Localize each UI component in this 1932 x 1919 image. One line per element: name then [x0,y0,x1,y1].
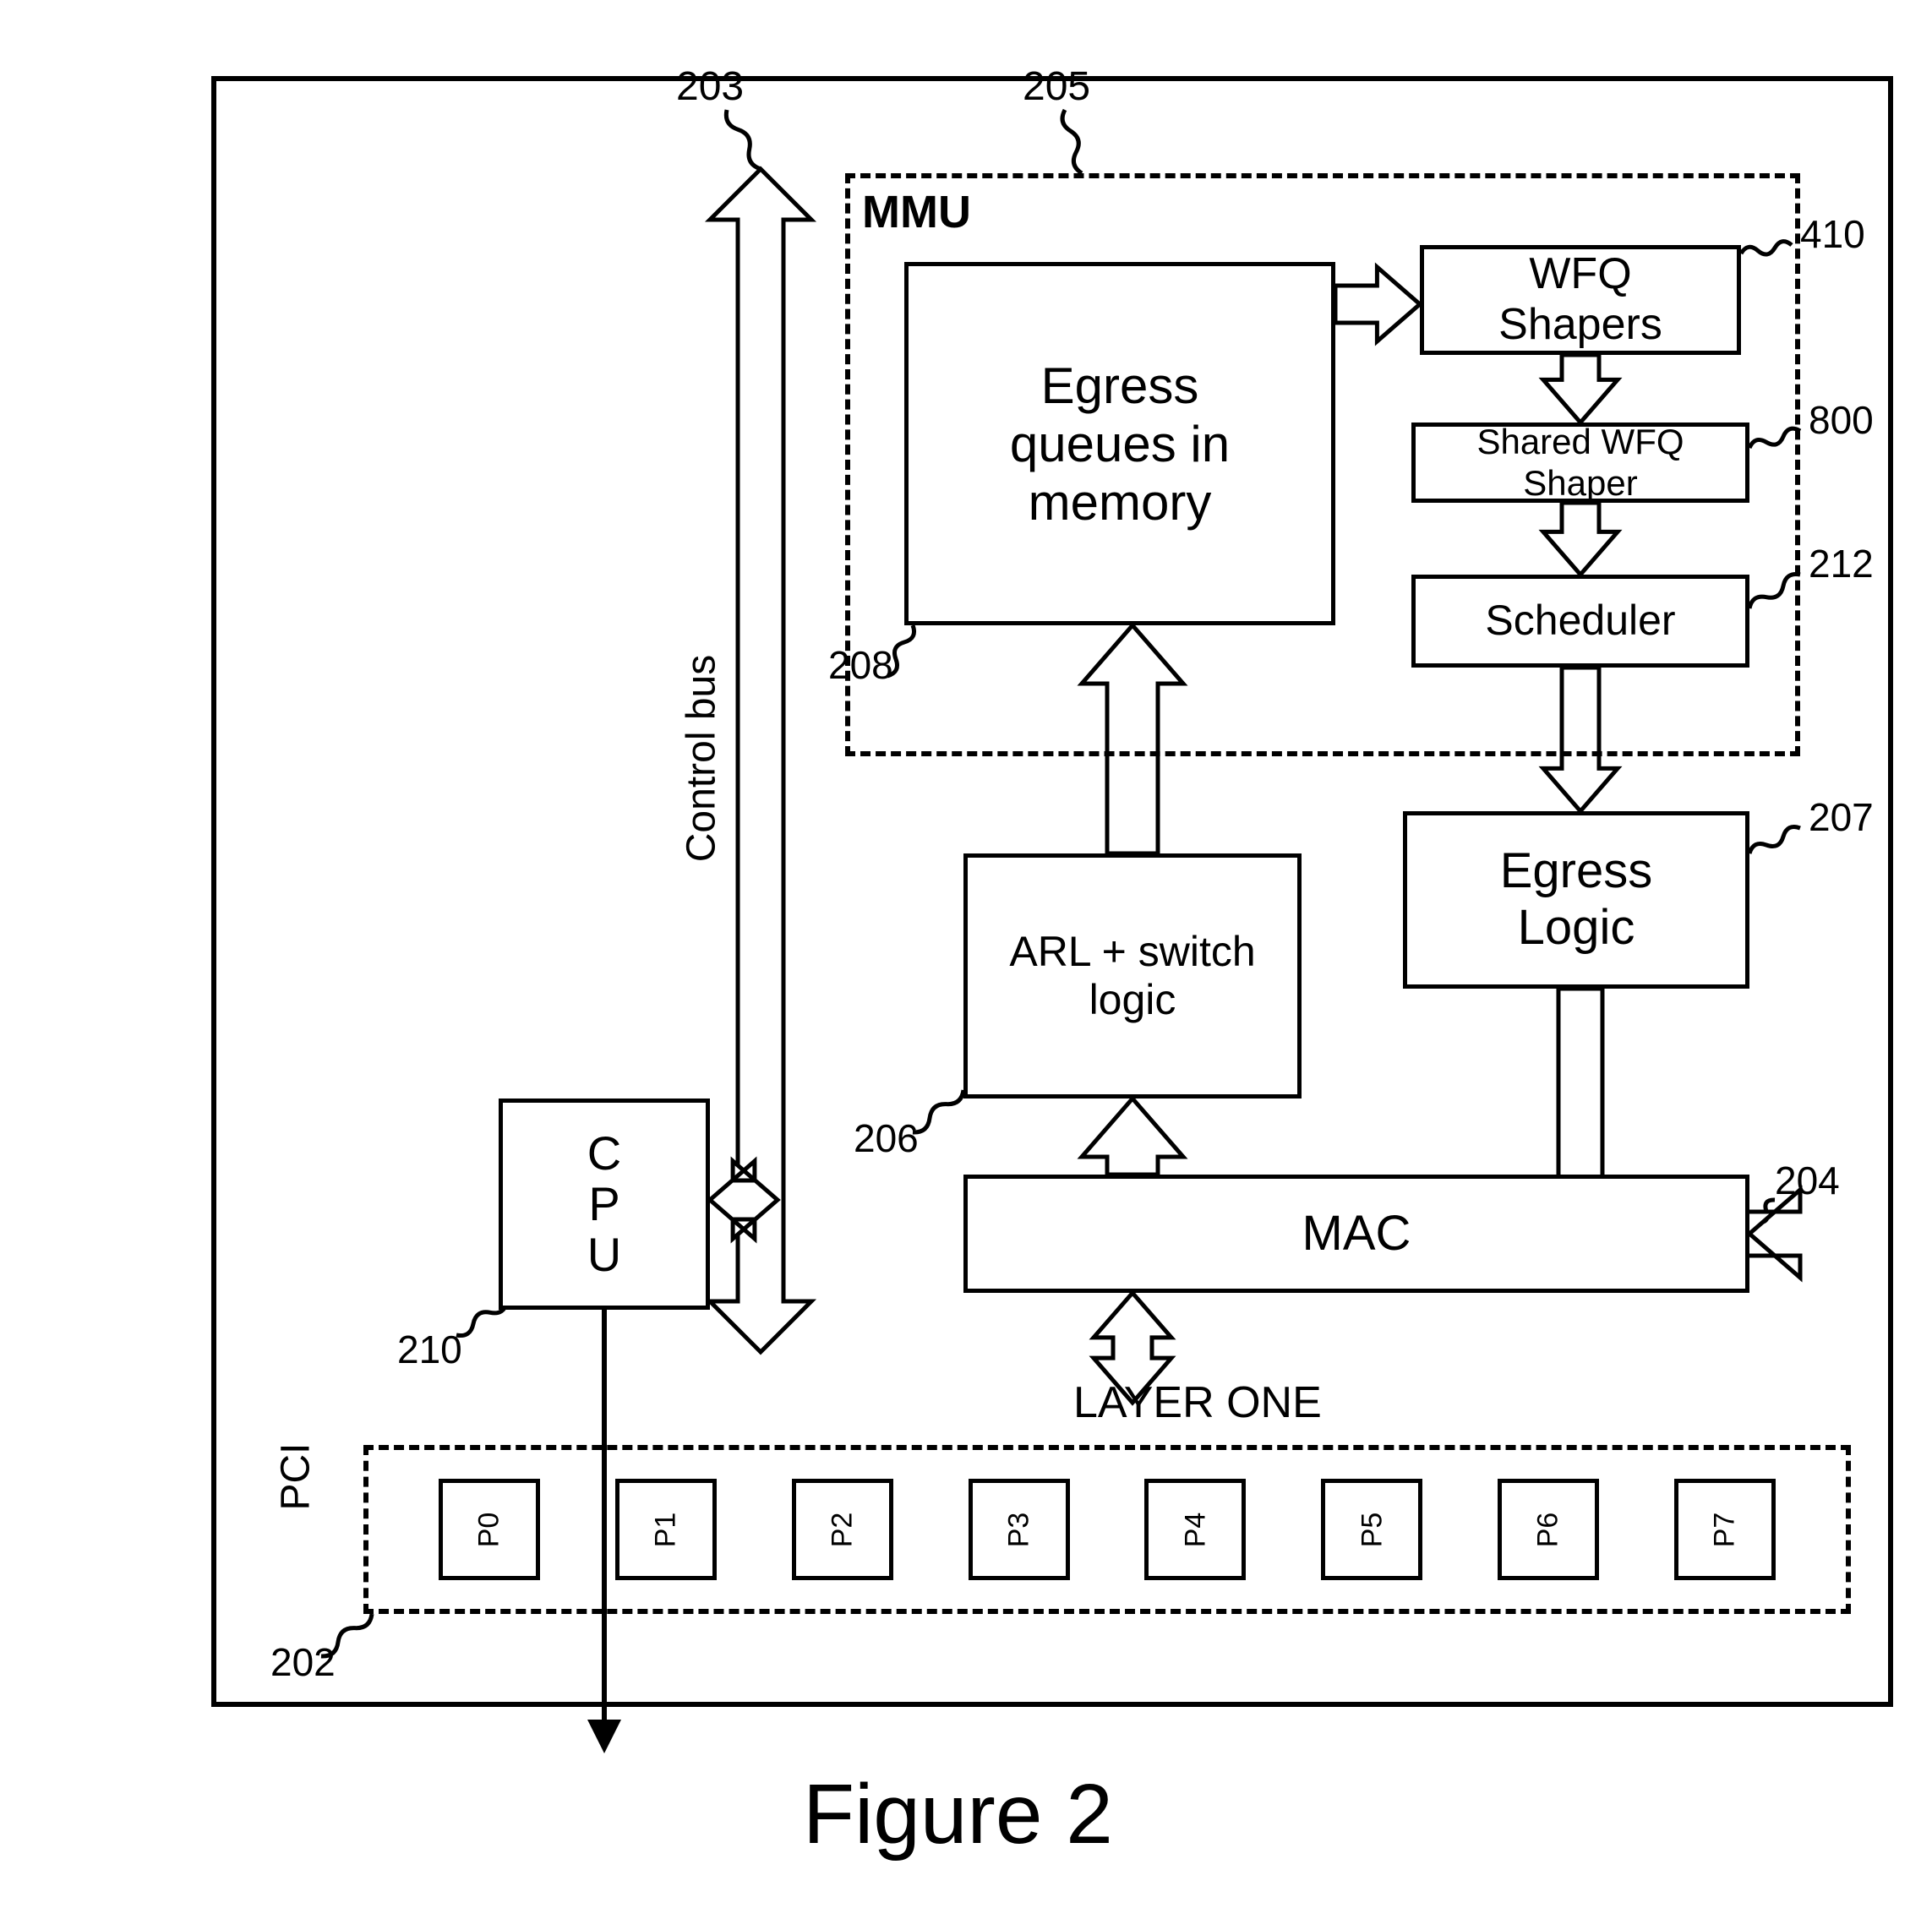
port-p1: P1 [615,1479,717,1580]
ref-207: 207 [1809,794,1874,840]
layer-one-label: LAYER ONE [1073,1377,1322,1428]
figure-title: Figure 2 [803,1766,1113,1863]
port-p7: P7 [1674,1479,1776,1580]
control-bus-label: Control bus [679,632,725,886]
arl-box: ARL + switchlogic [963,853,1302,1099]
port-p4: P4 [1144,1479,1246,1580]
ref-800: 800 [1809,397,1874,443]
ref-205: 205 [1023,63,1090,110]
ref-212: 212 [1809,541,1874,586]
port-p2: P2 [792,1479,893,1580]
port-p6: P6 [1498,1479,1599,1580]
ref-206: 206 [854,1115,919,1161]
mac-box: MAC [963,1175,1749,1293]
cpu-box: CPU [499,1099,710,1310]
ref-410: 410 [1800,211,1865,257]
egress_queues-box: Egressqueues inmemory [904,262,1335,625]
ref-210: 210 [397,1327,462,1372]
scheduler-box: Scheduler [1411,575,1749,668]
diagram-canvas: Control bus MMU 203 205 Egressqueues inmemor… [0,0,1932,1919]
wfq_shapers-box: WFQShapers [1420,245,1741,355]
shared_wfq-box: Shared WFQShaper [1411,423,1749,503]
egress_logic-box: EgressLogic [1403,811,1749,989]
ref-204: 204 [1775,1158,1840,1203]
port-p0: P0 [439,1479,540,1580]
ref-203: 203 [676,63,744,110]
mmu-label: MMU [862,186,971,238]
port-p5: P5 [1321,1479,1422,1580]
ref-202: 202 [270,1639,336,1685]
port-p3: P3 [969,1479,1070,1580]
ref-208: 208 [828,642,893,688]
ports-row [363,1445,1851,1614]
pci-label: PCI [273,1442,319,1510]
